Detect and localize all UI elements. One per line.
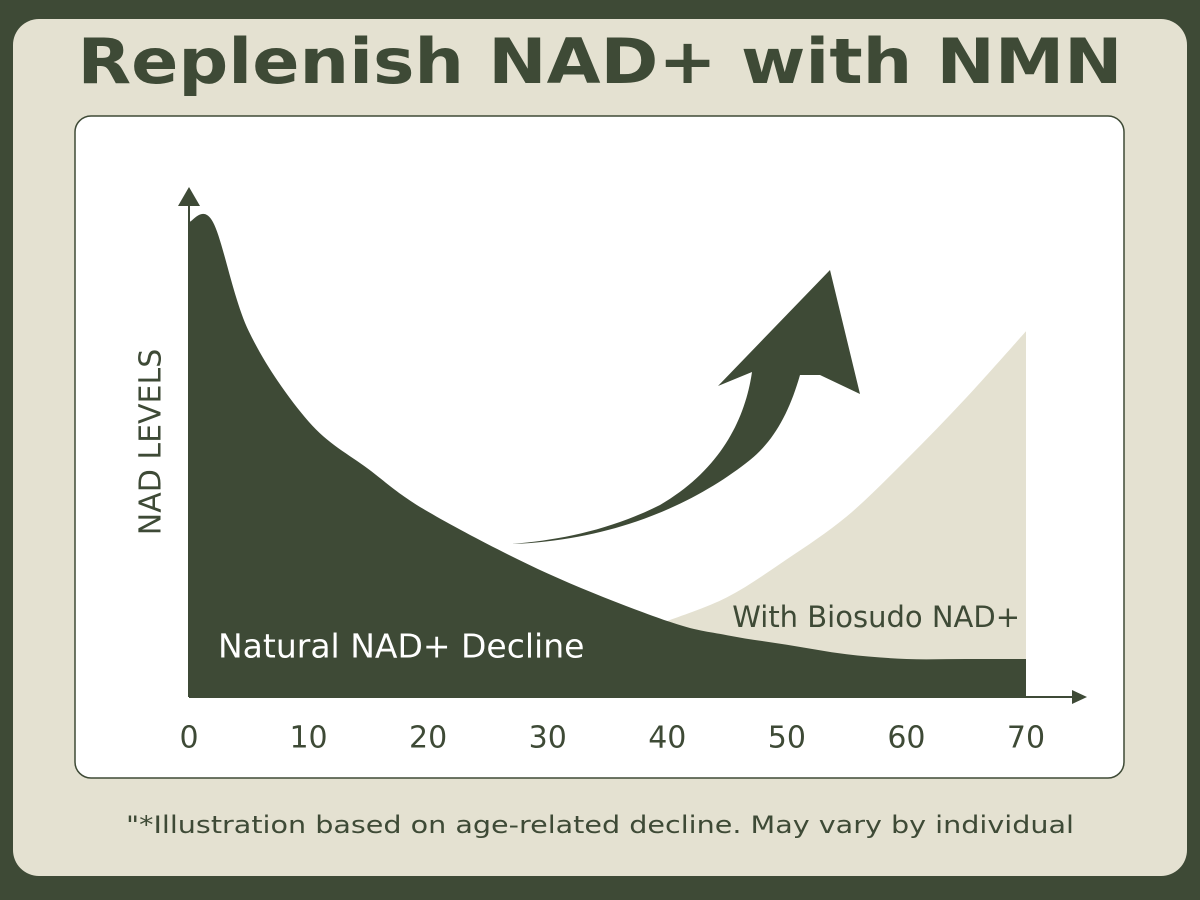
x-axis-arrow — [1072, 690, 1087, 704]
x-tick-label: 0 — [179, 721, 198, 756]
areas — [189, 213, 1026, 697]
chart-title: Replenish NAD+ with NMN — [78, 25, 1123, 98]
footnote: "*Illustration based on age-related decl… — [126, 811, 1074, 839]
area — [189, 213, 1026, 697]
axes — [178, 187, 1087, 704]
x-tick-label: 30 — [529, 721, 567, 756]
x-tick-label: 60 — [887, 721, 925, 756]
series-label: Natural NAD+ Decline — [218, 627, 584, 666]
x-tick-label: 40 — [648, 721, 686, 756]
x-tick-label: 10 — [289, 721, 327, 756]
x-tick-label: 50 — [768, 721, 806, 756]
y-axis-label: NAD LEVELS — [134, 349, 169, 536]
x-tick-label: 70 — [1007, 721, 1045, 756]
growth-arrow — [512, 270, 860, 544]
series-label: With Biosudo NAD+ — [732, 600, 1020, 634]
y-axis-arrow — [178, 187, 200, 206]
area — [667, 331, 1026, 697]
x-tick-label: 20 — [409, 721, 447, 756]
